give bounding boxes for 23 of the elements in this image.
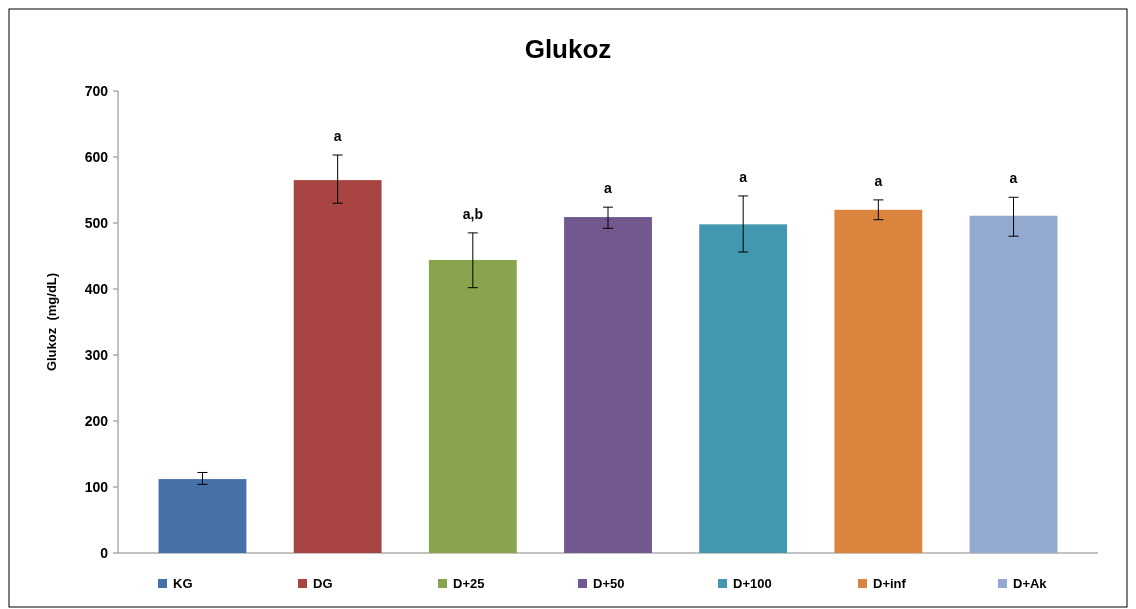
legend-label: D+50 (593, 576, 625, 591)
y-tick-label: 300 (84, 346, 109, 363)
y-tick-label: 400 (84, 280, 109, 297)
y-tick-label: 0 (100, 544, 109, 561)
chart-title: Glukoz (524, 34, 612, 64)
legend-label: D+100 (733, 576, 772, 591)
y-tick-label: 700 (84, 82, 109, 99)
legend-label: D+Ak (1013, 576, 1048, 591)
data-label: a (333, 128, 342, 145)
data-label: a (874, 172, 883, 189)
y-tick-label: 200 (84, 412, 109, 429)
data-label: a,b (462, 205, 483, 222)
legend-label: D+inf (873, 576, 907, 591)
data-label: a (604, 180, 613, 197)
data-label: a (1009, 170, 1018, 187)
legend-label: DG (313, 576, 333, 591)
y-tick-label: 100 (84, 478, 109, 495)
legend-label: KG (173, 576, 193, 591)
y-tick-label: 500 (84, 214, 109, 231)
legend-label: D+25 (453, 576, 485, 591)
y-axis-title: Glukoz (mg/dL) (44, 272, 59, 372)
data-label: a (739, 168, 748, 185)
y-tick-label: 600 (84, 148, 109, 165)
